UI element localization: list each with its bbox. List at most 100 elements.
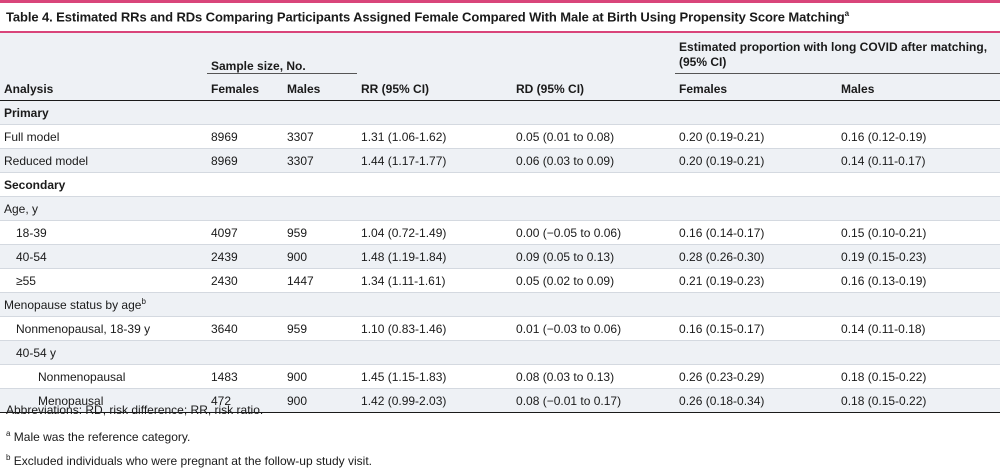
header-sample-size: Sample size, No. — [207, 33, 358, 74]
cell-females: 2430 — [207, 268, 283, 293]
cell-prop-females: 0.16 (0.15-0.17) — [675, 316, 838, 341]
cell-rr: 1.45 (1.15-1.83) — [357, 364, 513, 389]
cell-rd: 0.05 (0.01 to 0.08) — [512, 124, 676, 149]
cell-prop-females: 0.28 (0.26-0.30) — [675, 244, 838, 269]
cell-rd: 0.05 (0.02 to 0.09) — [512, 268, 676, 293]
table-row: Menopausal 472 900 1.42 (0.99-2.03) 0.08… — [0, 388, 1000, 413]
title-accent-rule — [0, 31, 1000, 33]
menopause-footnote-marker: b — [141, 297, 146, 306]
cell-females: 3640 — [207, 316, 283, 341]
row-label: Reduced model — [0, 148, 207, 173]
cell-females: 472 — [207, 388, 283, 413]
table-row: Full model 8969 3307 1.31 (1.06-1.62) 0.… — [0, 124, 1000, 149]
table-row: ≥55 2430 1447 1.34 (1.11-1.61) 0.05 (0.0… — [0, 268, 1000, 293]
row-label: 18-39 — [0, 220, 207, 245]
table-title: Table 4. Estimated RRs and RDs Comparing… — [6, 9, 849, 24]
results-table: Sample size, No. Estimated proportion wi… — [0, 33, 1000, 413]
header-females: Females — [207, 73, 283, 101]
cell-rd: 0.09 (0.05 to 0.13) — [512, 244, 676, 269]
footnote-a-text: Male was the reference category. — [13, 430, 191, 444]
cell-rr: 1.04 (0.72-1.49) — [357, 220, 513, 245]
cell-males: 900 — [283, 364, 358, 389]
cell-rd: 0.08 (−0.01 to 0.17) — [512, 388, 676, 413]
cell-prop-males: 0.18 (0.15-0.22) — [837, 388, 1000, 413]
header-prop-males: Males — [837, 73, 1000, 101]
abbreviations-note: Abbreviations: RD, risk difference; RR, … — [6, 403, 264, 417]
subsection-age: Age, y — [0, 196, 1000, 221]
row-label: ≥55 — [0, 268, 207, 293]
header-rd: RD (95% CI) — [512, 73, 676, 101]
table-row: 40-54 2439 900 1.48 (1.19-1.84) 0.09 (0.… — [0, 244, 1000, 269]
cell-males: 3307 — [283, 148, 358, 173]
cell-rd: 0.06 (0.03 to 0.09) — [512, 148, 676, 173]
table-header: Sample size, No. Estimated proportion wi… — [0, 33, 1000, 101]
section-row-secondary: Secondary — [0, 172, 1000, 197]
cell-rr: 1.34 (1.11-1.61) — [357, 268, 513, 293]
cell-females: 4097 — [207, 220, 283, 245]
footnote-a: a Male was the reference category. — [6, 424, 372, 448]
header-prop-females: Females — [675, 73, 838, 101]
cell-males: 900 — [283, 244, 358, 269]
footnote-a-marker: a — [6, 429, 11, 438]
footnote-b: b Excluded individuals who were pregnant… — [6, 448, 372, 472]
section-row-primary: Primary — [0, 100, 1000, 125]
cell-rr: 1.42 (0.99-2.03) — [357, 388, 513, 413]
cell-females: 8969 — [207, 124, 283, 149]
row-label: 40-54 — [0, 244, 207, 269]
row-label: Menopausal — [0, 388, 207, 413]
cell-males: 900 — [283, 388, 358, 413]
cell-females: 8969 — [207, 148, 283, 173]
cell-males: 1447 — [283, 268, 358, 293]
row-label: Nonmenopausal, 18-39 y — [0, 316, 207, 341]
subsection-row-menopause: Menopause status by ageb — [0, 292, 1000, 317]
cell-rr: 1.31 (1.06-1.62) — [357, 124, 513, 149]
table-row: Nonmenopausal, 18-39 y 3640 959 1.10 (0.… — [0, 316, 1000, 341]
table-row: 18-39 4097 959 1.04 (0.72-1.49) 0.00 (−0… — [0, 220, 1000, 245]
table-title-text: Table 4. Estimated RRs and RDs Comparing… — [6, 9, 845, 25]
cell-rd: 0.00 (−0.05 to 0.06) — [512, 220, 676, 245]
title-footnote-marker: a — [844, 9, 850, 18]
header-proportion: Estimated proportion with long COVID aft… — [675, 33, 1000, 74]
top-accent-rule — [0, 0, 1000, 3]
cell-prop-males: 0.16 (0.13-0.19) — [837, 268, 1000, 293]
cell-prop-females: 0.20 (0.19-0.21) — [675, 148, 838, 173]
footnote-b-marker: b — [6, 453, 11, 462]
cell-prop-males: 0.14 (0.11-0.18) — [837, 316, 1000, 341]
cell-prop-males: 0.14 (0.11-0.17) — [837, 148, 1000, 173]
section-secondary: Secondary — [0, 172, 1000, 197]
cell-prop-females: 0.21 (0.19-0.23) — [675, 268, 838, 293]
section-primary: Primary — [0, 100, 1000, 125]
subsection-menopause: Menopause status by ageb — [0, 292, 1000, 317]
cell-rr: 1.10 (0.83-1.46) — [357, 316, 513, 341]
cell-rd: 0.01 (−0.03 to 0.06) — [512, 316, 676, 341]
cell-males: 959 — [283, 220, 358, 245]
cell-males: 3307 — [283, 124, 358, 149]
cell-prop-females: 0.26 (0.23-0.29) — [675, 364, 838, 389]
cell-rd: 0.08 (0.03 to 0.13) — [512, 364, 676, 389]
cell-rr: 1.44 (1.17-1.77) — [357, 148, 513, 173]
cell-prop-females: 0.26 (0.18-0.34) — [675, 388, 838, 413]
table-footnotes: Abbreviations: RD, risk difference; RR, … — [6, 400, 372, 472]
subsection-row-40-54: 40-54 y — [0, 340, 1000, 365]
cell-prop-males: 0.18 (0.15-0.22) — [837, 364, 1000, 389]
cell-prop-males: 0.15 (0.10-0.21) — [837, 220, 1000, 245]
cell-males: 959 — [283, 316, 358, 341]
cell-prop-males: 0.16 (0.12-0.19) — [837, 124, 1000, 149]
subsection-menopause-text: Menopause status by age — [4, 298, 142, 312]
cell-rr: 1.48 (1.19-1.84) — [357, 244, 513, 269]
row-label: Full model — [0, 124, 207, 149]
table-row: Reduced model 8969 3307 1.44 (1.17-1.77)… — [0, 148, 1000, 173]
row-label: Nonmenopausal — [0, 364, 207, 389]
table-row: Nonmenopausal 1483 900 1.45 (1.15-1.83) … — [0, 364, 1000, 389]
header-males: Males — [283, 73, 358, 101]
cell-females: 1483 — [207, 364, 283, 389]
footnote-b-text: Excluded individuals who were pregnant a… — [13, 454, 372, 468]
header-analysis: Analysis — [0, 73, 207, 101]
cell-prop-females: 0.16 (0.14-0.17) — [675, 220, 838, 245]
cell-prop-males: 0.19 (0.15-0.23) — [837, 244, 1000, 269]
cell-prop-females: 0.20 (0.19-0.21) — [675, 124, 838, 149]
subsection-row-age: Age, y — [0, 196, 1000, 221]
subsection-40-54: 40-54 y — [0, 340, 1000, 365]
header-rr: RR (95% CI) — [357, 73, 513, 101]
